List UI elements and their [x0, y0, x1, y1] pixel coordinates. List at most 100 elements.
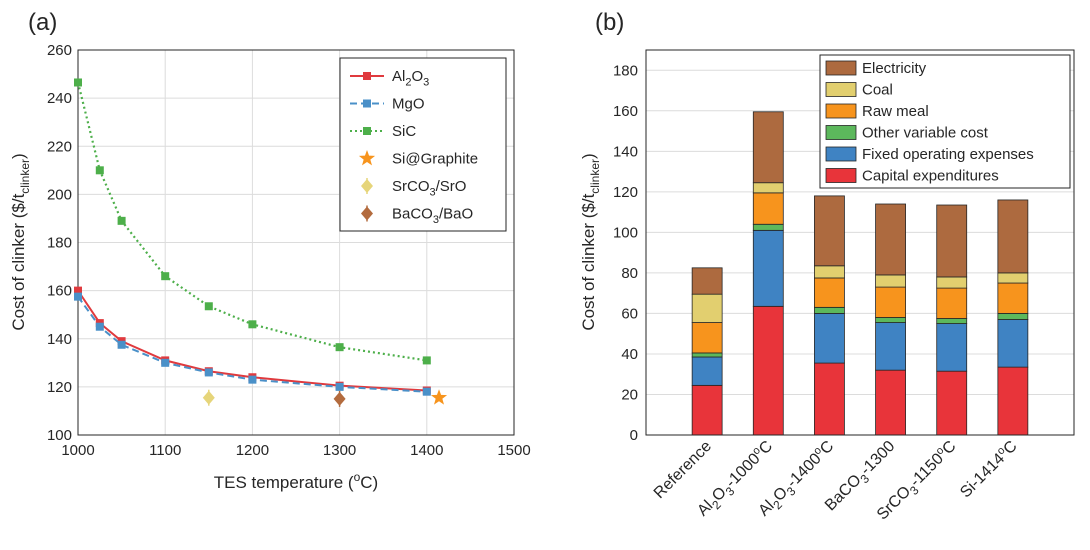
legend-entry-other-variable-cost: Other variable cost	[825, 125, 989, 142]
data-point-mgo	[74, 292, 82, 301]
x-tick-label: Si-1414oC	[956, 436, 1021, 501]
bar-segment-coal	[875, 274, 906, 288]
data-point-sic	[161, 272, 170, 281]
bar-segment-other-variable-cost	[814, 306, 845, 314]
series-line-mgo	[77, 296, 427, 393]
bar-segment-other-variable-cost	[752, 223, 784, 231]
y-tick-label: 100	[613, 224, 638, 241]
y-tick-label: 140	[47, 331, 72, 348]
y-tick-label: 80	[621, 265, 638, 282]
bar-segment-coal	[936, 276, 968, 289]
y-tick-label: 60	[621, 305, 638, 322]
y-tick-label: 160	[47, 283, 72, 300]
legend-marker	[358, 150, 376, 166]
bar-segment-fixed-operating-expenses	[752, 229, 784, 307]
y-tick-label: 200	[47, 186, 72, 203]
legend-label: Si@Graphite	[392, 151, 478, 168]
x-tick-label: 1200	[236, 442, 269, 459]
legend-entry-capital-expenditures: Capital expenditures	[825, 168, 999, 185]
y-tick-label: 140	[613, 143, 638, 160]
data-point-srco3-sro	[202, 390, 215, 405]
bar-segment-electricity	[997, 199, 1029, 274]
legend-marker	[363, 127, 371, 135]
bar-segment-coal	[997, 272, 1029, 284]
legend-box	[819, 54, 1071, 189]
panel-a-x-axis-label: TES temperature (oC)	[214, 470, 378, 492]
data-point-mgo	[335, 382, 344, 391]
series-line-sic	[76, 82, 427, 362]
bar-segment-coal	[691, 293, 723, 323]
bar-segment-other-variable-cost	[997, 313, 1029, 320]
panel-a-label: (a)	[28, 9, 57, 36]
bar-segment-capital-expenditures	[997, 366, 1029, 436]
legend-swatch	[825, 168, 857, 183]
legend-entry-srco3-sro: SrCO3​/SrO	[361, 178, 466, 199]
bar-segment-raw-meal	[997, 282, 1029, 314]
legend-entry-al2o3: Al2​O3​	[350, 68, 429, 89]
legend-box	[339, 57, 507, 232]
legend-swatch	[825, 125, 857, 140]
bar-segment-raw-meal	[875, 286, 906, 318]
legend-label: Fixed operating expenses	[862, 146, 1034, 163]
bar-stack-al2o3-1000-c	[752, 111, 784, 436]
legend-label: Electricity	[862, 60, 927, 77]
data-point-mgo	[422, 387, 431, 396]
bar-segment-raw-meal	[752, 192, 784, 225]
series-baco3-bao	[333, 390, 346, 407]
bar-stack-baco3-1300	[875, 203, 906, 436]
y-tick-label: 0	[630, 427, 638, 444]
data-point-sic	[248, 320, 257, 329]
legend-marker	[363, 72, 371, 80]
y-tick-label: 220	[47, 138, 72, 155]
data-point-sic	[117, 216, 126, 225]
bar-segment-other-variable-cost	[691, 352, 723, 358]
legend-label: MgO	[392, 96, 425, 113]
bar-segment-capital-expenditures	[814, 362, 845, 436]
bar-stack-srco3-1150-c	[936, 204, 968, 436]
y-tick-label: 180	[47, 235, 72, 252]
legend-swatch	[825, 103, 857, 119]
bar-segment-other-variable-cost	[936, 318, 968, 324]
panel-b-label: (b)	[595, 9, 624, 36]
panel-a-y-axis-label: Cost of clinker ($/tclinker)	[9, 153, 32, 330]
legend-label: BaCO3​/BaO	[392, 206, 473, 227]
y-tick-label: 180	[613, 62, 638, 79]
bar-segment-fixed-operating-expenses	[814, 313, 845, 364]
y-tick-label: 160	[613, 103, 638, 120]
bar-segment-electricity	[752, 111, 784, 184]
legend-entry-electricity: Electricity	[825, 60, 927, 77]
panel-a-tick-labels: 1000 1100 1200 1300 1400 1500 100 120 140 160 180 2…	[47, 42, 531, 459]
y-tick-label: 120	[47, 379, 72, 396]
bar-stack-si-1414-c	[997, 199, 1029, 436]
legend-entry-coal: Coal	[825, 82, 893, 99]
panel-b-legend: Electricity Coal Raw meal Other variable co…	[819, 54, 1071, 189]
panel-b-y-axis-label: Cost of clinker ($/tclinker)	[579, 153, 602, 330]
x-tick-label: 1500	[497, 442, 530, 459]
legend-marker	[361, 179, 373, 193]
legend-entry-raw-meal: Raw meal	[825, 103, 929, 120]
panel-b-bars	[691, 111, 1029, 436]
x-tick-label: Reference	[651, 438, 715, 502]
bar-segment-capital-expenditures	[936, 370, 968, 436]
data-point-baco3-bao	[333, 391, 346, 406]
y-tick-label: 120	[613, 184, 638, 201]
bar-segment-fixed-operating-expenses	[936, 323, 968, 372]
bar-segment-capital-expenditures	[691, 384, 723, 436]
legend-label: SiC	[392, 123, 416, 140]
panel-a-legend: Al2​O3​ MgO SiC Si@Graphite SrCO3​/SrO BaCO3​…	[339, 57, 507, 232]
x-tick-label: 1300	[323, 442, 356, 459]
bar-segment-fixed-operating-expenses	[691, 356, 723, 386]
legend-entry-fixed-operating-expenses: Fixed operating expenses	[825, 146, 1034, 163]
bar-segment-capital-expenditures	[752, 305, 784, 436]
bar-segment-fixed-operating-expenses	[997, 319, 1029, 368]
data-point-sic	[335, 343, 344, 352]
x-tick-label: 1100	[149, 442, 181, 459]
bar-segment-raw-meal	[691, 322, 723, 354]
legend-label: Al2​O3​	[392, 68, 429, 89]
series-srco3-sro	[202, 389, 215, 406]
bar-segment-raw-meal	[814, 277, 845, 308]
legend-label: Capital expenditures	[862, 168, 999, 185]
bar-segment-electricity	[691, 267, 723, 295]
bar-segment-coal	[752, 182, 784, 194]
